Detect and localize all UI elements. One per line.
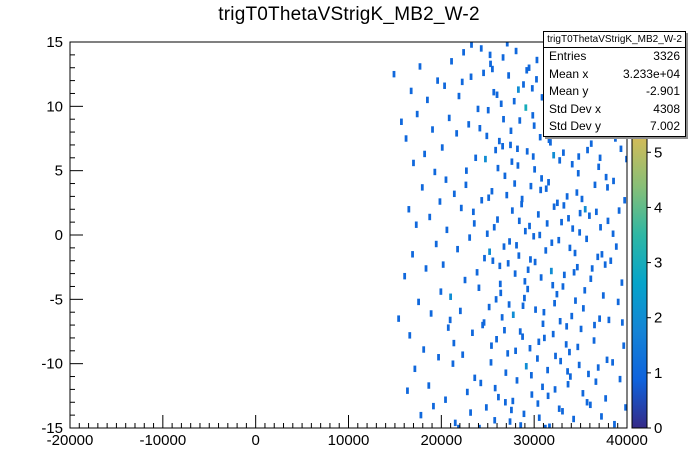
stats-value: 3.233e+04	[622, 66, 680, 81]
svg-text:5: 5	[55, 163, 63, 180]
stats-value: 7.002	[649, 119, 680, 133]
x-axis: -20000 -10000 0 10000 20000 30000 40000	[47, 415, 648, 449]
svg-text:30000: 30000	[513, 432, 555, 449]
stats-label: Entries	[549, 49, 587, 63]
svg-text:-15: -15	[41, 420, 63, 437]
stats-label: Mean y	[549, 84, 589, 98]
stats-label: Mean x	[549, 66, 589, 81]
svg-text:-10000: -10000	[139, 432, 186, 449]
histogram-title: trigT0ThetaVStrigK_MB2_W-2	[218, 4, 480, 25]
svg-text:-5: -5	[50, 291, 63, 308]
svg-text:0: 0	[55, 227, 63, 244]
stats-label: Std Dev x	[549, 101, 602, 116]
svg-text:3: 3	[654, 255, 662, 272]
stats-value: 4308	[653, 101, 680, 116]
svg-text:0: 0	[654, 420, 662, 437]
stats-row-stddev-x: Std Dev x 4308	[544, 101, 685, 119]
svg-text:10: 10	[46, 98, 63, 115]
stats-value: 3326	[653, 49, 680, 63]
svg-text:40000: 40000	[606, 432, 648, 449]
svg-text:0: 0	[251, 432, 259, 449]
svg-text:2: 2	[654, 310, 662, 327]
stats-value: -2.901	[645, 84, 680, 98]
svg-text:5: 5	[654, 144, 662, 161]
stats-row-entries: Entries 3326	[544, 48, 685, 66]
stats-box-title: trigT0ThetaVStrigK_MB2_W-2	[544, 32, 685, 48]
svg-text:15: 15	[46, 34, 63, 51]
stats-row-mean-y: Mean y -2.901	[544, 83, 685, 101]
svg-text:-20000: -20000	[47, 432, 94, 449]
svg-text:4: 4	[654, 199, 662, 216]
stats-box[interactable]: trigT0ThetaVStrigK_MB2_W-2 Entries 3326 …	[543, 31, 686, 137]
svg-text:-10: -10	[41, 356, 63, 373]
stats-row-mean-x: Mean x 3.233e+04	[544, 66, 685, 84]
svg-text:10000: 10000	[328, 432, 370, 449]
svg-text:1: 1	[654, 365, 662, 382]
stats-label: Std Dev y	[549, 119, 602, 133]
stats-row-stddev-y: Std Dev y 7.002	[544, 118, 685, 136]
svg-text:20000: 20000	[420, 432, 462, 449]
y-axis: -15 -10 -5 0 5 10 15	[41, 34, 83, 437]
